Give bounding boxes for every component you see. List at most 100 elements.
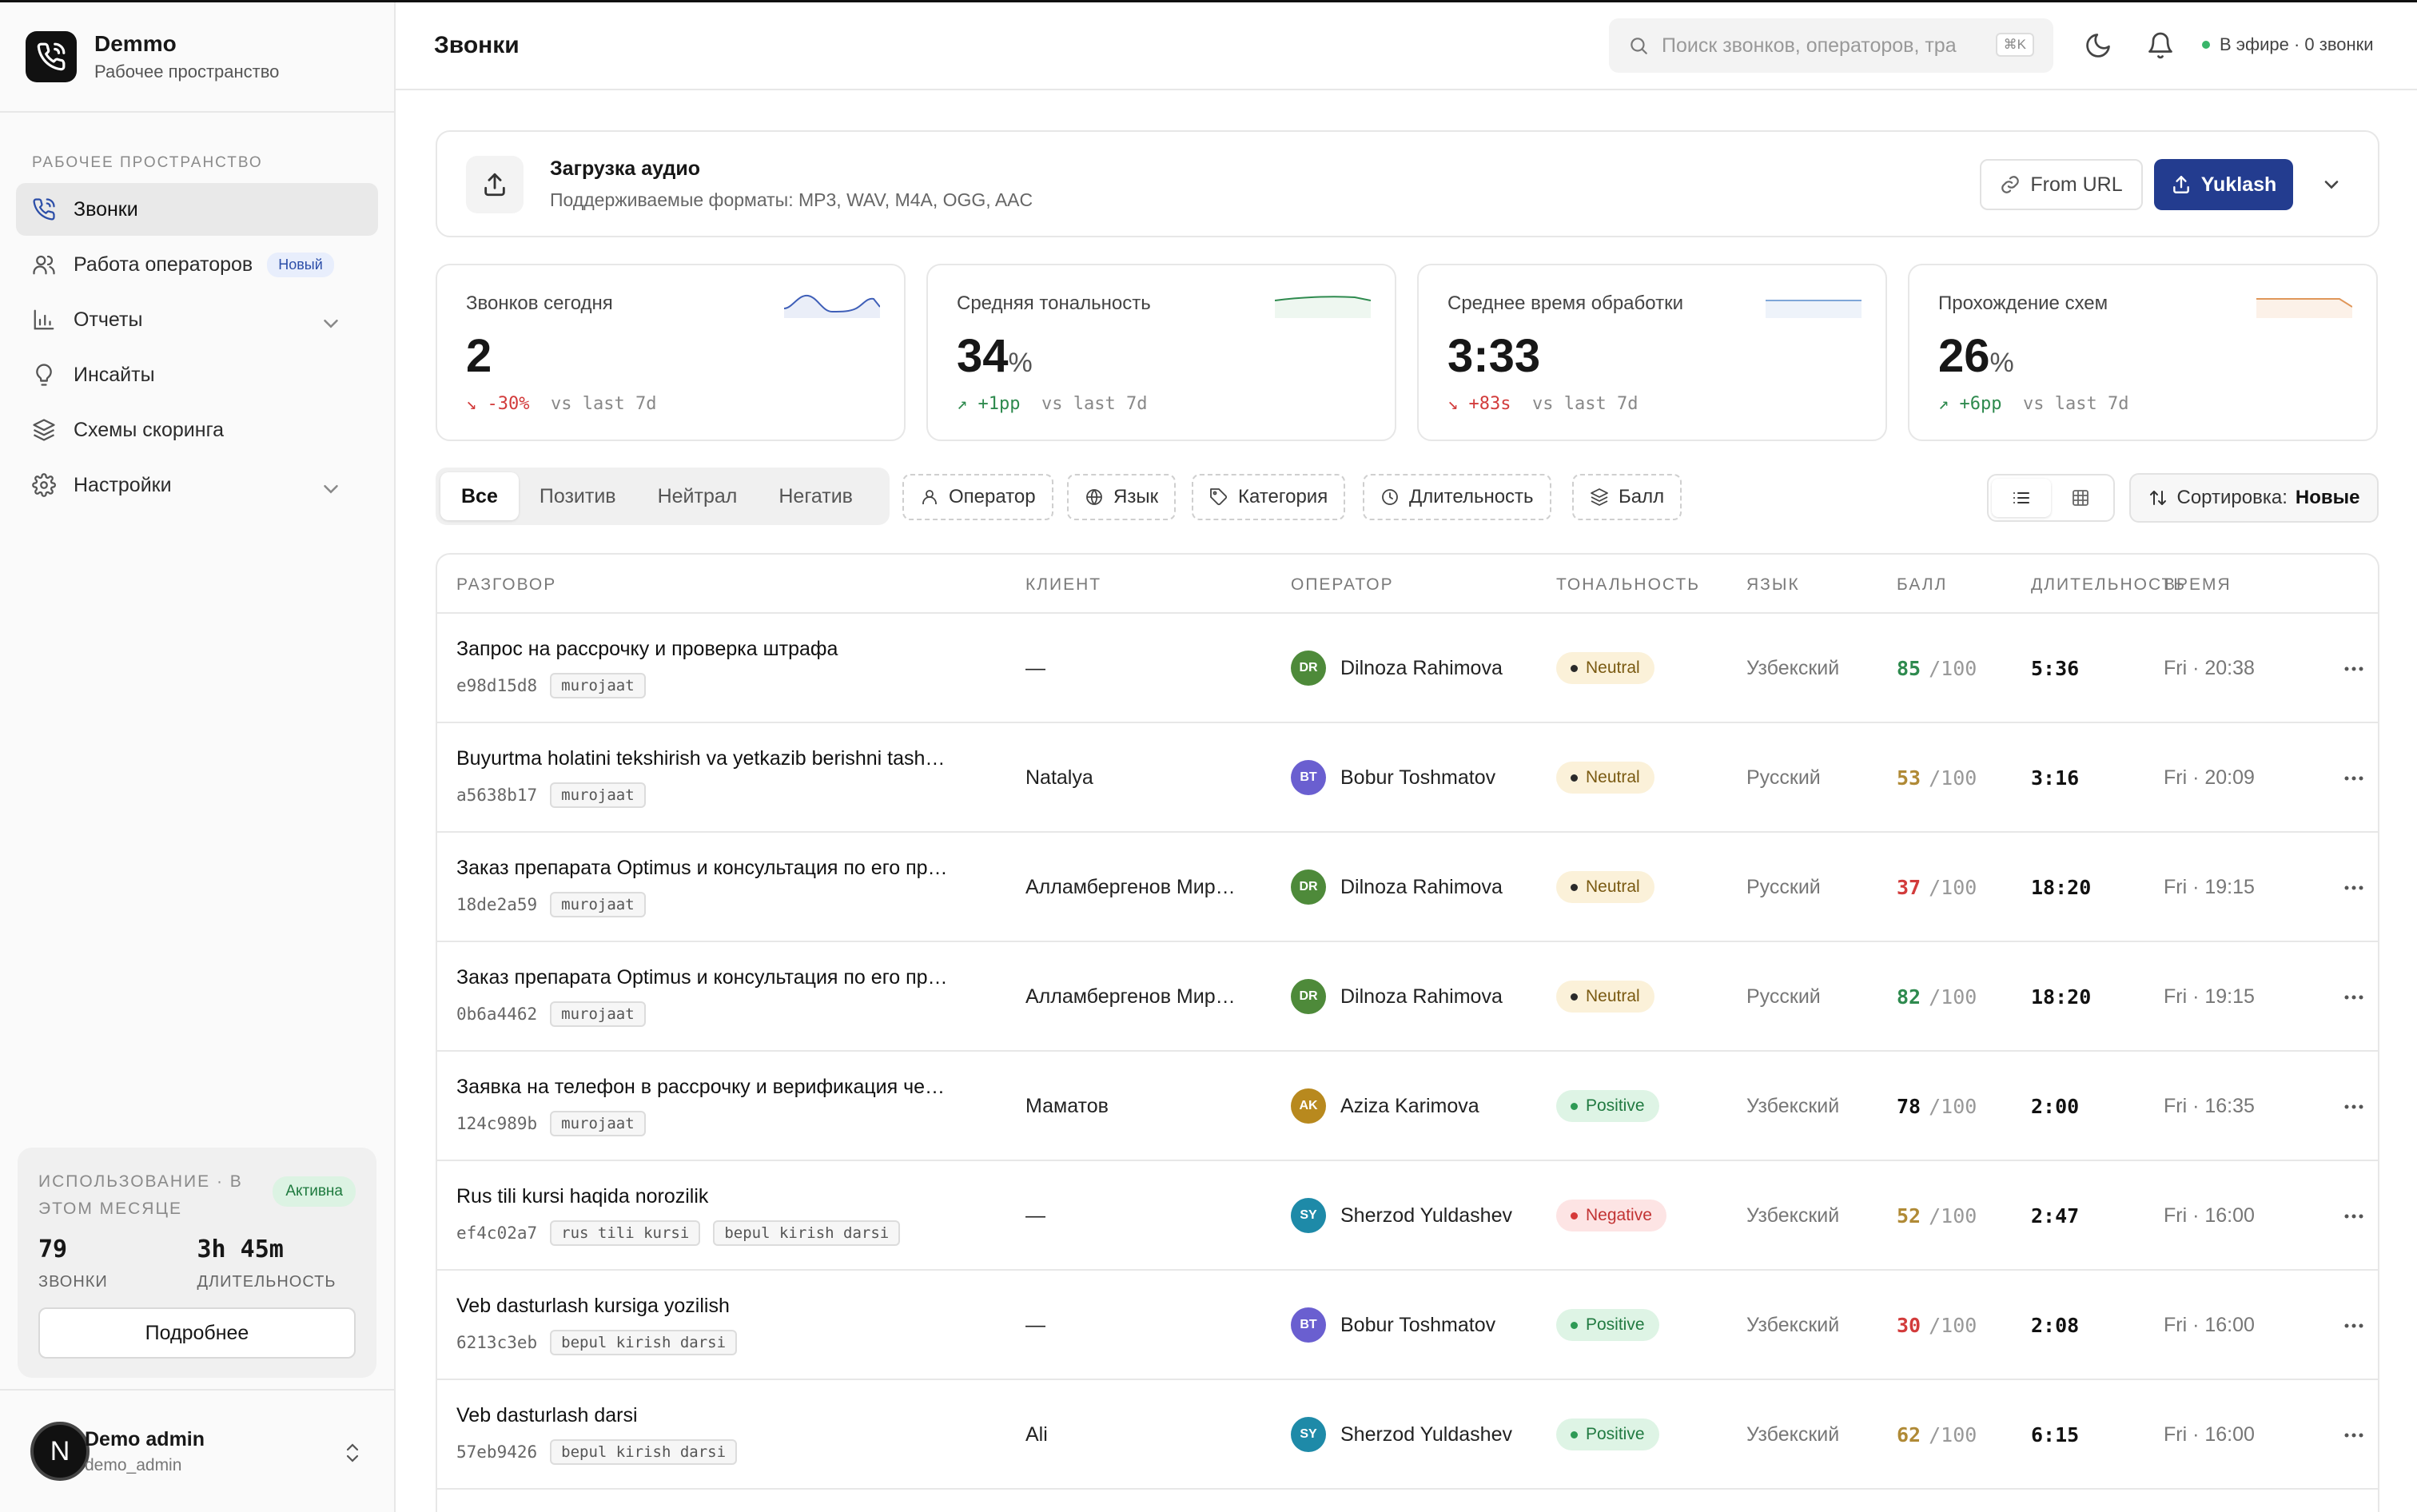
category-tag[interactable]: murojaat bbox=[550, 892, 646, 917]
call-title[interactable]: Заказ препарата Optimus и консультация п… bbox=[456, 857, 948, 879]
operator-name: Sherzod Yuldashev bbox=[1340, 1422, 1512, 1446]
col-conversation[interactable]: РАЗГОВОР bbox=[456, 575, 557, 594]
sidebar-item-reports[interactable]: Отчеты bbox=[16, 293, 378, 346]
chevrons-up-down-icon[interactable] bbox=[343, 1441, 362, 1465]
tone-badge: Neutral bbox=[1556, 652, 1654, 684]
language: Узбекский bbox=[1746, 1095, 1840, 1117]
call-title[interactable]: Rus tili kursi haqida norozilik bbox=[456, 1185, 709, 1208]
brand[interactable]: Demmo Рабочее пространство bbox=[0, 2, 394, 113]
call-title[interactable]: Запрос на рассрочку и проверка штрафа bbox=[456, 638, 838, 660]
category-tag[interactable]: murojaat bbox=[550, 1001, 646, 1027]
filter-chip-operator[interactable]: Оператор bbox=[902, 474, 1053, 520]
table-row[interactable]: Veb dasturlash kursiga yozilish 6213c3eb… bbox=[437, 1271, 2378, 1380]
filter-chip-category[interactable]: Категория bbox=[1192, 474, 1346, 520]
call-title[interactable]: Заказ препарата Optimus и консультация п… bbox=[456, 966, 948, 989]
more-options-icon[interactable] bbox=[2343, 774, 2365, 782]
more-options-icon[interactable] bbox=[2343, 1322, 2365, 1330]
tone-dot-icon bbox=[1571, 883, 1578, 891]
category-tag[interactable]: murojaat bbox=[550, 782, 646, 808]
score-value: 52 bbox=[1897, 1204, 1921, 1228]
from-url-button[interactable]: From URL bbox=[1980, 159, 2143, 210]
category-tag[interactable]: bepul kirish darsi bbox=[550, 1330, 738, 1355]
search-bar[interactable]: ⌘K bbox=[1609, 18, 2053, 73]
details-button[interactable]: Подробнее bbox=[38, 1307, 356, 1359]
client-name: — bbox=[1025, 1204, 1045, 1227]
shortcut-hint: ⌘K bbox=[1995, 33, 2034, 57]
score-suffix: /100 bbox=[1929, 985, 1977, 1009]
user-menu[interactable]: N Demo admin demo_admin bbox=[0, 1389, 394, 1512]
score: 78/100 bbox=[1897, 1095, 1977, 1118]
category-tag[interactable]: murojaat bbox=[550, 673, 646, 698]
call-title[interactable]: Buyurtma holatini tekshirish va yetkazib… bbox=[456, 747, 946, 770]
bell-icon[interactable] bbox=[2146, 31, 2175, 60]
upload-button[interactable]: Yuklash bbox=[2154, 159, 2293, 210]
col-score[interactable]: БАЛЛ bbox=[1897, 575, 1948, 594]
table-row[interactable]: Заявка на телефон в рассрочку и верифика… bbox=[437, 1052, 2378, 1161]
table-row[interactable]: Заказ препарата Optimus и консультация п… bbox=[437, 942, 2378, 1052]
more-options-icon[interactable] bbox=[2343, 665, 2365, 673]
more-options-icon[interactable] bbox=[2343, 1103, 2365, 1111]
filter-negative[interactable]: Негатив bbox=[778, 484, 853, 507]
stat-trend: ↘ +83s vs last 7d bbox=[1447, 394, 1639, 414]
col-client[interactable]: КЛИЕНТ bbox=[1025, 575, 1102, 594]
filter-chip-language[interactable]: Язык bbox=[1067, 474, 1177, 520]
filter-chip-score[interactable]: Балл bbox=[1572, 474, 1682, 520]
sidebar-item-calls[interactable]: Звонки bbox=[16, 183, 378, 236]
call-title[interactable]: Veb dasturlash kursiga yozilish bbox=[456, 1295, 730, 1317]
call-title[interactable]: Заявка на телефон в рассрочку и верифика… bbox=[456, 1076, 946, 1098]
search-input[interactable] bbox=[1662, 34, 1989, 58]
col-duration[interactable]: ДЛИТЕЛЬНОСТЬ bbox=[2031, 575, 2187, 594]
col-language[interactable]: ЯЗЫК bbox=[1746, 575, 1800, 594]
filter-neutral[interactable]: Нейтрал bbox=[657, 484, 738, 507]
operator-name: Dilnoza Rahimova bbox=[1340, 985, 1503, 1008]
sidebar-item-scoring[interactable]: Схемы скоринга bbox=[16, 404, 378, 456]
sidebar-item-insights[interactable]: Инсайты bbox=[16, 348, 378, 401]
operator-cell: AK Aziza Karimova bbox=[1291, 1088, 1479, 1124]
operator-name: Dilnoza Rahimova bbox=[1340, 656, 1503, 679]
col-time[interactable]: ВРЕМЯ bbox=[2164, 575, 2232, 594]
score: 62/100 bbox=[1897, 1423, 1977, 1446]
category-tag[interactable]: murojaat bbox=[550, 1111, 646, 1136]
chevron-down-icon[interactable] bbox=[2320, 173, 2343, 196]
call-id-line: 0b6a4462 murojaat bbox=[456, 1001, 646, 1027]
sort-button[interactable]: Сортировка: Новые bbox=[2129, 473, 2379, 523]
score-value: 53 bbox=[1897, 766, 1921, 790]
sidebar-item-settings[interactable]: Настройки bbox=[16, 459, 378, 511]
brand-name: Demmo bbox=[94, 31, 177, 56]
operator-cell: DR Dilnoza Rahimova bbox=[1291, 869, 1503, 905]
stat-trend: ↘ -30% vs last 7d bbox=[466, 394, 657, 414]
client-name: Ali bbox=[1025, 1423, 1048, 1446]
more-options-icon[interactable] bbox=[2343, 884, 2365, 892]
col-operator[interactable]: ОПЕРАТОР bbox=[1291, 575, 1394, 594]
table-row[interactable]: Запрос на рассрочку и проверка штрафа e9… bbox=[437, 614, 2378, 723]
moon-icon[interactable] bbox=[2084, 31, 2112, 60]
gear-icon bbox=[32, 473, 56, 497]
duration: 18:20 bbox=[2031, 985, 2092, 1009]
score: 37/100 bbox=[1897, 876, 1977, 899]
table-row[interactable]: Buyurtma holatini tekshirish va yetkazib… bbox=[437, 723, 2378, 833]
operator-cell: DR Dilnoza Rahimova bbox=[1291, 651, 1503, 686]
list-view-button[interactable] bbox=[1992, 479, 2051, 517]
category-tag[interactable]: rus tili kursi bbox=[550, 1220, 701, 1246]
chevron-down-icon[interactable] bbox=[319, 312, 343, 336]
grid-view-button[interactable] bbox=[2051, 479, 2110, 517]
chip-label: Язык bbox=[1113, 486, 1159, 507]
more-options-icon[interactable] bbox=[2343, 1212, 2365, 1220]
score-suffix: /100 bbox=[1929, 657, 1977, 680]
more-options-icon[interactable] bbox=[2343, 1431, 2365, 1439]
upload-button-label: Yuklash bbox=[2200, 173, 2277, 196]
chevron-down-icon[interactable] bbox=[319, 477, 343, 501]
filter-positive[interactable]: Позитив bbox=[539, 484, 616, 507]
category-tag[interactable]: bepul kirish darsi bbox=[550, 1439, 738, 1465]
col-tone[interactable]: ТОНАЛЬНОСТЬ bbox=[1556, 575, 1700, 594]
call-title[interactable]: Veb dasturlash darsi bbox=[456, 1404, 638, 1426]
table-row[interactable]: Veb dasturlash darsi 57eb9426 bepul kiris… bbox=[437, 1380, 2378, 1490]
sidebar-item-operators[interactable]: Работа операторов Новый bbox=[16, 238, 378, 291]
filter-all[interactable]: Все bbox=[440, 472, 519, 520]
live-status: В эфире · 0 звонки bbox=[2202, 34, 2374, 55]
filter-chip-duration[interactable]: Длительность bbox=[1363, 474, 1551, 520]
table-row[interactable]: Заказ препарата Optimus и консультация п… bbox=[437, 833, 2378, 942]
table-row[interactable]: Rus tili kursi haqida norozilik ef4c02a7… bbox=[437, 1161, 2378, 1271]
category-tag[interactable]: bepul kirish darsi bbox=[713, 1220, 901, 1246]
more-options-icon[interactable] bbox=[2343, 993, 2365, 1001]
